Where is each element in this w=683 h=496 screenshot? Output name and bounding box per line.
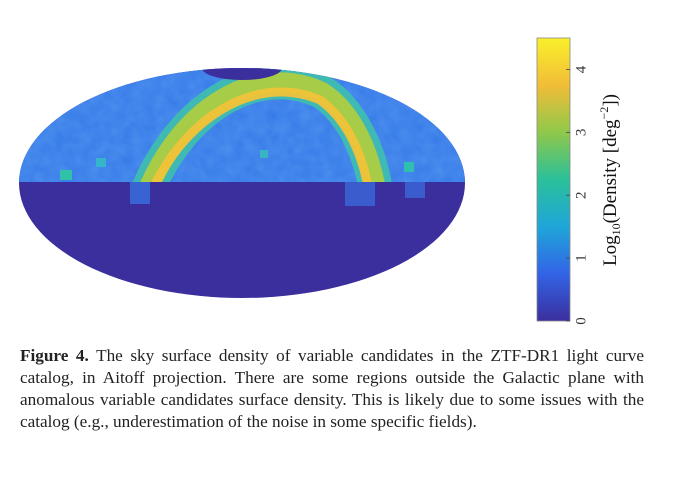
aitoff-sky-map	[19, 68, 465, 298]
galactic-plane-band	[132, 72, 388, 182]
figure-caption: Figure 4. The sky surface density of var…	[20, 345, 644, 433]
colorbar-ticks: 0 1 2 3 4	[566, 65, 589, 325]
colorbar-tick-label: 1	[573, 254, 589, 262]
colorbar-label: Log10(Density [deg−2])	[597, 94, 623, 266]
anomalous-patch	[60, 170, 72, 180]
southern-fringe	[405, 182, 425, 198]
colorbar-tick-label: 2	[573, 191, 589, 199]
southern-fringe	[345, 182, 375, 206]
north-pole-gap	[202, 68, 282, 80]
galactic-plane-core	[143, 87, 375, 182]
southern-fringe	[130, 182, 150, 204]
colorbar-tick-label: 0	[573, 317, 589, 325]
colorbar-bar	[536, 37, 571, 322]
anomalous-patch	[96, 158, 106, 167]
anomalous-patch	[260, 150, 268, 158]
colorbar: 0 1 2 3 4 Log10(Density [deg−2])	[536, 37, 623, 325]
caption-label: Figure 4.	[20, 346, 89, 365]
colorbar-tick-label: 4	[573, 65, 589, 73]
sky-density-figure: 0 1 2 3 4 Log10(Density [deg−2])	[19, 37, 623, 325]
northern-sky-coverage	[19, 68, 465, 182]
caption-text: The sky surface density of variable cand…	[20, 346, 644, 431]
anomalous-patch	[404, 162, 414, 172]
colorbar-tick-label: 3	[573, 129, 589, 137]
figure-canvas: 0 1 2 3 4 Log10(Density [deg−2])	[19, 37, 623, 325]
